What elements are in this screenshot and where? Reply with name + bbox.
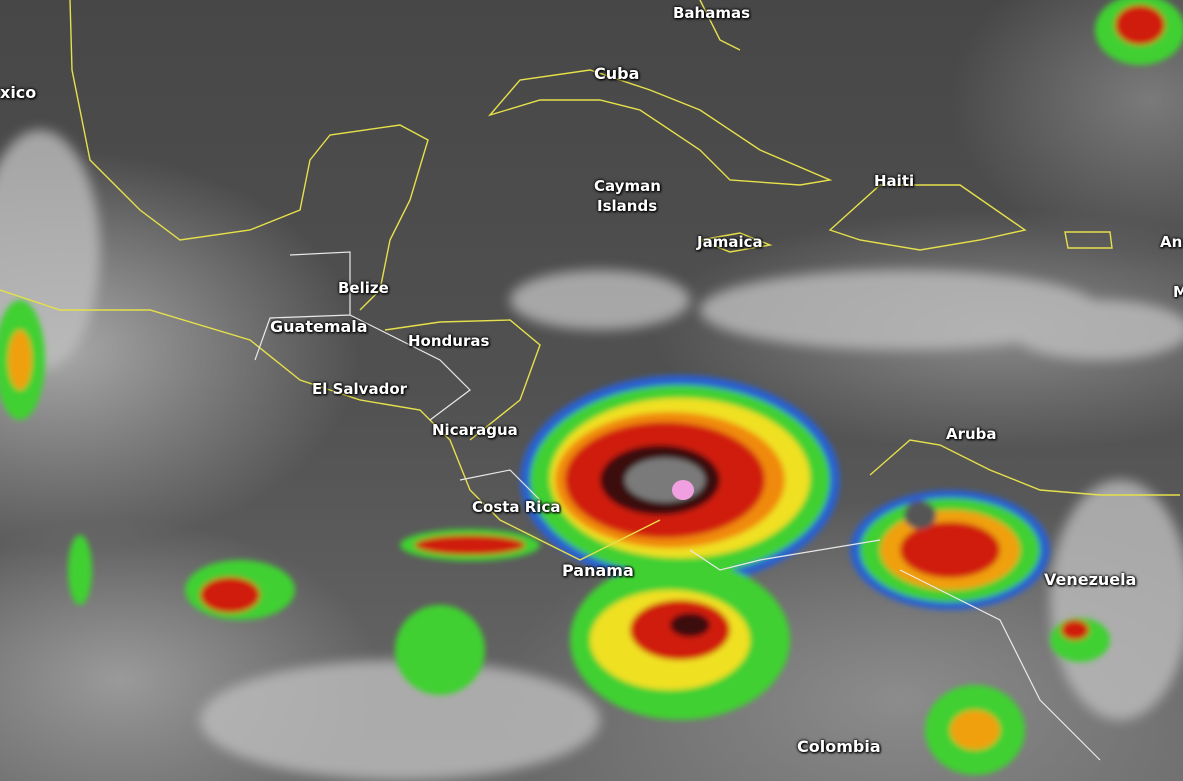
label-jamaica: Jamaica [697,233,763,251]
label-m: M [1173,283,1183,301]
label-mexico: xico [0,83,37,102]
label-guatemala: Guatemala [270,317,368,336]
label-bahamas: Bahamas [673,4,751,22]
label-belize: Belize [338,279,389,297]
label-cayman-1: Cayman [594,177,661,195]
label-costa-rica: Costa Rica [472,498,561,516]
label-haiti: Haiti [874,172,915,190]
label-cuba: Cuba [594,64,640,83]
label-venezuela: Venezuela [1044,570,1137,589]
label-honduras: Honduras [408,332,490,350]
label-colombia: Colombia [797,737,881,756]
label-aruba: Aruba [946,425,997,443]
country-borders [254,251,1101,761]
label-el-salvador: El Salvador [312,380,408,398]
label-antilles: An [1160,233,1183,251]
label-cayman-2: Islands [597,197,658,215]
label-nicaragua: Nicaragua [432,421,518,439]
coastlines [0,0,1180,561]
label-panama: Panama [562,561,634,580]
